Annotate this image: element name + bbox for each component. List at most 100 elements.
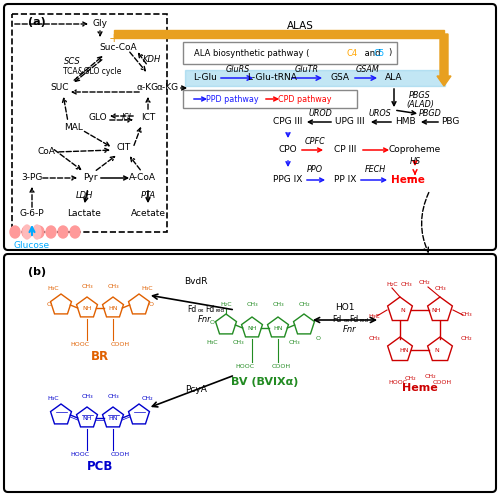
Text: H₃C: H₃C <box>47 285 59 291</box>
Text: SUC: SUC <box>51 83 69 92</box>
Text: H₃C: H₃C <box>47 396 59 401</box>
Text: UROD: UROD <box>308 109 332 118</box>
Ellipse shape <box>46 226 56 238</box>
Text: Fd: Fd <box>332 316 342 325</box>
Text: MAL: MAL <box>64 123 84 133</box>
Text: Coproheme: Coproheme <box>389 146 441 155</box>
Ellipse shape <box>23 225 31 239</box>
Text: PBGS: PBGS <box>409 91 431 100</box>
Text: CH₃: CH₃ <box>246 302 258 307</box>
Text: HN: HN <box>108 415 118 420</box>
Text: PPO: PPO <box>307 166 323 174</box>
Text: O: O <box>46 303 52 308</box>
Text: CPFC: CPFC <box>304 137 326 146</box>
Ellipse shape <box>33 225 41 239</box>
Text: CH₂: CH₂ <box>298 302 310 307</box>
Text: CPO: CPO <box>278 146 297 155</box>
Text: CPD pathway: CPD pathway <box>278 94 332 103</box>
Text: PBG: PBG <box>441 117 459 127</box>
Bar <box>185 70 445 86</box>
Text: CoA: CoA <box>37 148 55 157</box>
Text: Glucose: Glucose <box>14 242 50 250</box>
FancyArrow shape <box>437 34 451 86</box>
Text: H₃C: H₃C <box>141 285 153 291</box>
Text: A-CoA: A-CoA <box>128 173 156 182</box>
Text: HS: HS <box>410 157 420 166</box>
Text: N: N <box>434 347 440 352</box>
Text: HMB: HMB <box>394 117 415 127</box>
Text: HN: HN <box>108 306 118 311</box>
Text: CH₃: CH₃ <box>81 283 93 288</box>
Text: NH: NH <box>247 326 257 331</box>
Text: ALA biosynthetic pathway (: ALA biosynthetic pathway ( <box>194 49 310 58</box>
Ellipse shape <box>22 226 32 238</box>
Text: (a): (a) <box>28 17 46 27</box>
Text: Heme: Heme <box>402 383 438 393</box>
Text: SCS: SCS <box>64 58 80 67</box>
Text: CH₃: CH₃ <box>460 313 472 318</box>
FancyBboxPatch shape <box>183 90 357 108</box>
Text: GSA: GSA <box>330 74 349 83</box>
Text: ICL: ICL <box>122 113 134 122</box>
Text: HOOC: HOOC <box>388 380 407 385</box>
Ellipse shape <box>70 226 80 238</box>
Text: CH₃: CH₃ <box>368 335 380 340</box>
Text: Lactate: Lactate <box>67 210 101 219</box>
Text: PPG IX: PPG IX <box>274 175 302 184</box>
Text: Acetate: Acetate <box>130 210 166 219</box>
Text: red: red <box>360 318 369 323</box>
Text: COOH: COOH <box>272 363 290 368</box>
Text: 3-PG: 3-PG <box>22 173 42 182</box>
Text: Fnr: Fnr <box>343 326 357 334</box>
Text: PP IX: PP IX <box>334 175 356 184</box>
Text: UPG III: UPG III <box>335 117 365 127</box>
Text: HOOC: HOOC <box>70 341 90 346</box>
FancyArrow shape <box>114 30 444 38</box>
Text: Fd: Fd <box>188 306 196 315</box>
Text: CH₂: CH₂ <box>424 374 436 379</box>
Text: NH: NH <box>82 306 92 311</box>
Text: PcyA: PcyA <box>185 386 207 395</box>
Text: CH₂: CH₂ <box>141 396 153 401</box>
Text: ox: ox <box>344 318 350 323</box>
Text: TCA&GLO cycle: TCA&GLO cycle <box>63 68 121 77</box>
Text: Heme: Heme <box>391 175 425 185</box>
Text: (b): (b) <box>28 267 46 277</box>
Text: CH₃: CH₃ <box>107 394 119 399</box>
Text: Gly: Gly <box>92 19 108 28</box>
Text: ox: ox <box>198 308 204 313</box>
Text: H₂C: H₂C <box>220 302 232 307</box>
Text: ICT: ICT <box>141 113 155 122</box>
Text: FECH: FECH <box>364 166 386 174</box>
Text: BvdR: BvdR <box>184 277 208 286</box>
Ellipse shape <box>58 226 68 238</box>
Text: HO1: HO1 <box>335 304 355 313</box>
Text: Fd: Fd <box>206 306 214 315</box>
Text: Fd: Fd <box>350 316 358 325</box>
Text: PCB: PCB <box>87 460 113 473</box>
Text: C4: C4 <box>346 49 358 58</box>
Text: red: red <box>216 308 225 313</box>
Text: GSAM: GSAM <box>356 66 380 75</box>
Text: L-Glu: L-Glu <box>193 74 217 83</box>
Text: Fnr: Fnr <box>198 316 212 325</box>
Text: CH₃: CH₃ <box>81 394 93 399</box>
Text: UROS: UROS <box>368 109 392 118</box>
Text: Suc-CoA: Suc-CoA <box>99 44 137 53</box>
Text: NH: NH <box>82 415 92 420</box>
Text: H₂C: H₂C <box>386 281 398 286</box>
Text: BV (BVIXα): BV (BVIXα) <box>232 377 298 387</box>
Text: CH₂: CH₂ <box>460 335 472 340</box>
Text: O: O <box>316 335 320 340</box>
Text: CPG III: CPG III <box>274 117 302 127</box>
Text: O: O <box>210 320 214 325</box>
Text: CH₃: CH₃ <box>107 283 119 288</box>
Ellipse shape <box>34 226 44 238</box>
Text: CH₃: CH₃ <box>400 281 412 286</box>
Text: ): ) <box>388 49 391 58</box>
Text: ALAS: ALAS <box>286 21 314 31</box>
Text: CH₂: CH₂ <box>404 376 416 381</box>
Text: GLO: GLO <box>88 113 108 122</box>
Text: ALA: ALA <box>385 74 403 83</box>
Text: COOH: COOH <box>432 380 452 385</box>
